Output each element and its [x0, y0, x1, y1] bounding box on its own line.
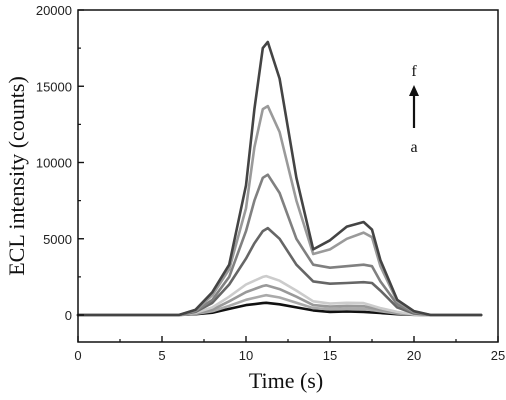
series-line-7	[76, 104, 483, 317]
y-tick-label: 10000	[36, 156, 72, 171]
annotation-a: a	[410, 139, 417, 156]
y-tick-label: 0	[65, 308, 72, 323]
x-axis-title: Time (s)	[249, 368, 323, 393]
y-axis-title: ECL intensity (counts)	[4, 76, 29, 276]
y-tick-label: 5000	[43, 232, 72, 247]
x-tick-label: 20	[407, 348, 421, 363]
x-tick-label: 15	[323, 348, 337, 363]
series-line-8	[76, 40, 483, 317]
x-tick-label: 25	[491, 348, 505, 363]
series-layer	[76, 40, 483, 317]
ticks-layer	[77, 9, 499, 342]
series-line-3	[76, 284, 483, 317]
x-tick-label: 5	[158, 348, 165, 363]
x-tick-label: 0	[74, 348, 81, 363]
x-tick-label: 10	[239, 348, 253, 363]
arrow-up-icon	[409, 85, 419, 128]
y-tick-label: 20000	[36, 3, 72, 18]
labels-layer: 0 5 10 15 20 25 0 5000 10000 15000 20000	[36, 3, 505, 363]
annotation-f: f	[411, 63, 417, 80]
y-tick-label: 15000	[36, 79, 72, 94]
series-line-6	[76, 173, 483, 317]
series-line-4	[76, 274, 483, 317]
series-line-5	[76, 226, 483, 317]
